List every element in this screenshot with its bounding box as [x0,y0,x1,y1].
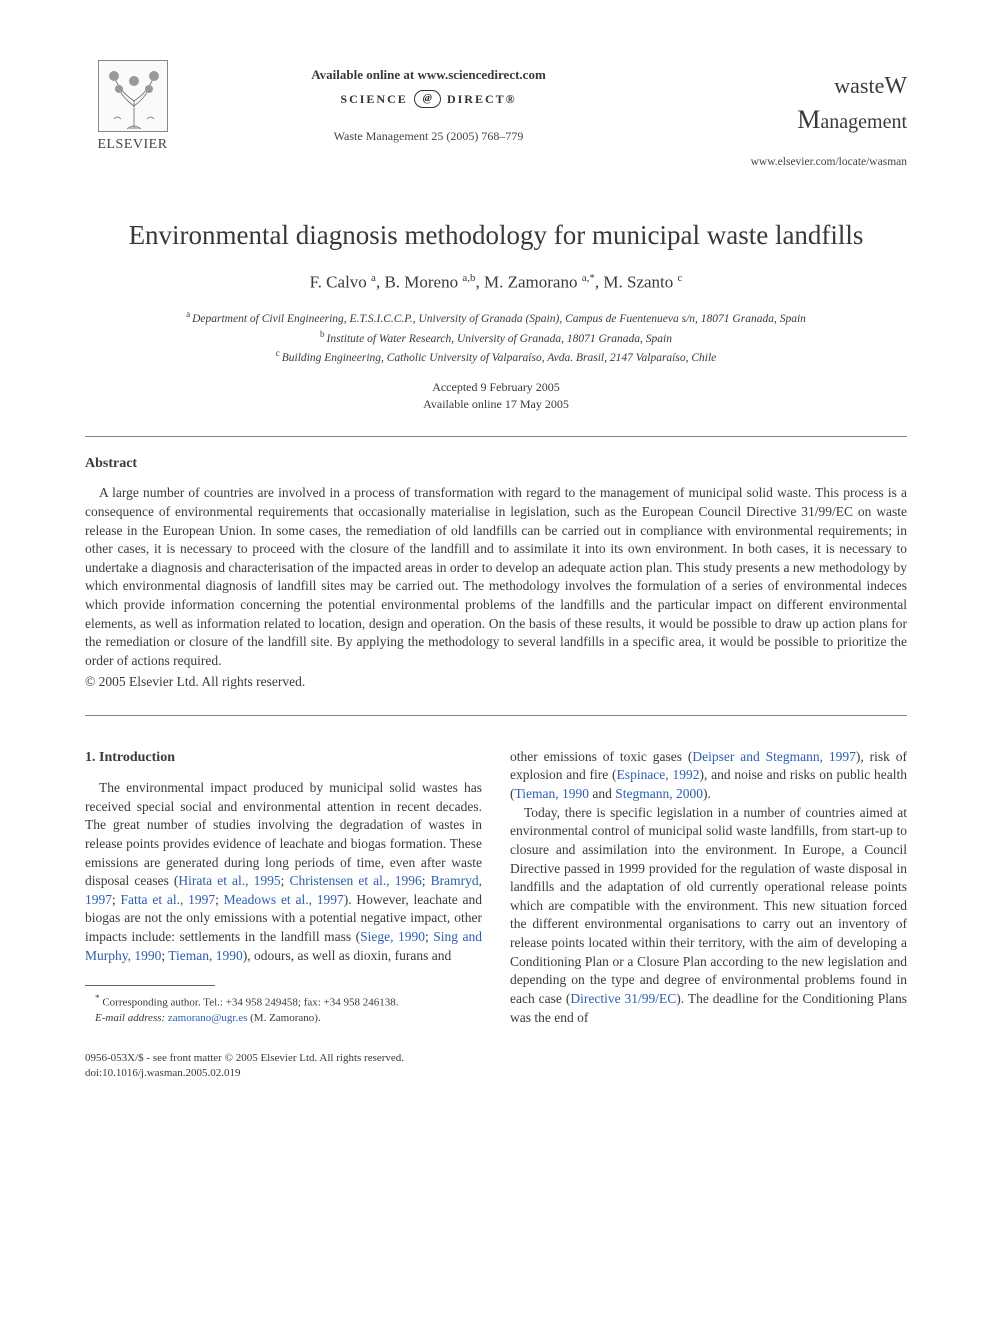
available-online-text: Available online at www.sciencedirect.co… [180,66,677,84]
elsevier-tree-icon [98,60,168,132]
column-right: other emissions of toxic gases (Deipser … [510,748,907,1027]
author-2-affil: a,b [462,272,475,284]
affiliation-c: cBuilding Engineering, Catholic Universi… [85,347,907,367]
header-center: Available online at www.sciencedirect.co… [180,60,677,144]
paper-header: ELSEVIER Available online at www.science… [85,60,907,171]
abstract-heading: Abstract [85,455,907,474]
author-3-affil: a,* [582,272,595,284]
intro-para-1: The environmental impact produced by mun… [85,779,482,965]
intro-para-2: Today, there is specific legislation in … [510,804,907,1028]
divider-rule [85,436,907,437]
abstract-text: A large number of countries are involved… [85,484,907,670]
journal-word-management: anagement [820,111,907,133]
citation-link[interactable]: Espinace, 1992 [617,767,700,782]
journal-citation: Waste Management 25 (2005) 768–779 [180,128,677,144]
author-2: B. Moreno [384,272,462,291]
article-dates: Accepted 9 February 2005 Available onlin… [85,379,907,413]
journal-block: wasteW Management www.elsevier.com/locat… [677,60,907,171]
author-3: M. Zamorano [484,272,582,291]
sd-word-left: SCIENCE [340,91,407,107]
column-left: 1. Introduction The environmental impact… [85,748,482,1027]
footer-metadata: 0956-053X/$ - see front matter © 2005 El… [85,1051,907,1081]
abstract-copyright: © 2005 Elsevier Ltd. All rights reserved… [85,673,907,691]
corresponding-footnote: * Corresponding author. Tel.: +34 958 24… [85,992,482,1011]
publisher-name: ELSEVIER [85,136,180,155]
citation-link[interactable]: Meadows et al., 1997 [224,892,344,907]
sd-word-right: DIRECT® [447,91,517,107]
journal-word-waste: waste [834,73,884,98]
citation-link[interactable]: Tieman, 1990 [168,948,243,963]
affiliations: aDepartment of Civil Engineering, E.T.S.… [85,308,907,367]
body-columns: 1. Introduction The environmental impact… [85,748,907,1027]
author-4: M. Szanto [603,272,677,291]
citation-link[interactable]: Siege, 1990 [360,929,425,944]
at-icon: @ [414,90,441,108]
intro-para-1-cont: other emissions of toxic gases (Deipser … [510,748,907,804]
citation-link[interactable]: Hirata et al., 1995 [178,873,280,888]
citation-link[interactable]: Fatta et al., 1997 [121,892,216,907]
issn-line: 0956-053X/$ - see front matter © 2005 El… [85,1051,907,1066]
journal-letter-w: W [884,73,907,99]
section-heading-intro: 1. Introduction [85,748,482,767]
journal-logo: wasteW Management [677,60,907,137]
footnote-divider [85,985,215,986]
accepted-date: Accepted 9 February 2005 [85,379,907,396]
publisher-block: ELSEVIER [85,60,180,155]
citation-link[interactable]: Christensen et al., 1996 [290,873,422,888]
journal-letter-m: M [797,105,820,134]
divider-rule-2 [85,715,907,716]
article-title: Environmental diagnosis methodology for … [85,219,907,253]
journal-url: www.elsevier.com/locate/wasman [677,155,907,171]
abstract-body: A large number of countries are involved… [85,484,907,670]
email-footnote: E-mail address: zamorano@ugr.es (M. Zamo… [85,1011,482,1026]
email-link[interactable]: zamorano@ugr.es [168,1012,247,1024]
sciencedirect-logo: SCIENCE @ DIRECT® [340,90,516,108]
citation-link[interactable]: Tieman, 1990 [515,786,590,801]
author-line: F. Calvo a, B. Moreno a,b, M. Zamorano a… [85,271,907,295]
affiliation-b: bInstitute of Water Research, University… [85,328,907,348]
online-date: Available online 17 May 2005 [85,396,907,413]
citation-link[interactable]: Directive 31/99/EC [570,991,676,1006]
doi-line: doi:10.1016/j.wasman.2005.02.019 [85,1066,907,1081]
author-1: F. Calvo [310,272,371,291]
author-4-affil: c [678,272,683,284]
citation-link[interactable]: Stegmann, 2000 [615,786,703,801]
citation-link[interactable]: Deipser and Stegmann, 1997 [692,749,855,764]
affiliation-a: aDepartment of Civil Engineering, E.T.S.… [85,308,907,328]
